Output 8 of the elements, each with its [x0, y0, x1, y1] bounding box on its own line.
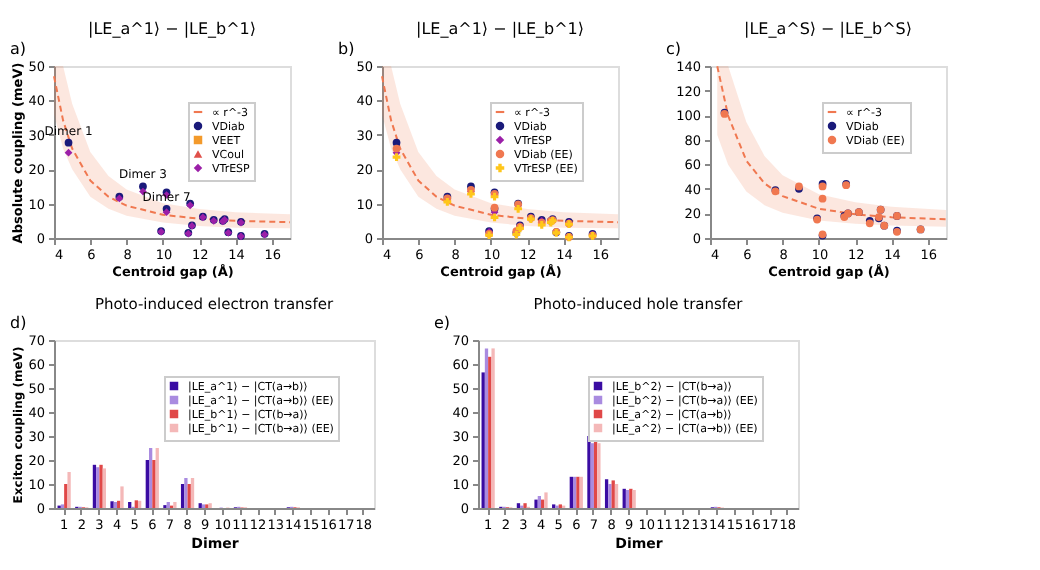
text: d): [10, 314, 27, 332]
text: b): [338, 40, 355, 58]
chart-title: |LE_a^S⟩ − |LE_b^S⟩: [744, 20, 912, 38]
chart-title: |LE_a^1⟩ − |LE_b^1⟩: [87, 20, 257, 38]
text: c): [666, 40, 682, 58]
text: e): [434, 314, 451, 332]
text: a): [10, 40, 27, 58]
chart-title: |LE_a^1⟩ − |LE_b^1⟩: [415, 20, 585, 38]
